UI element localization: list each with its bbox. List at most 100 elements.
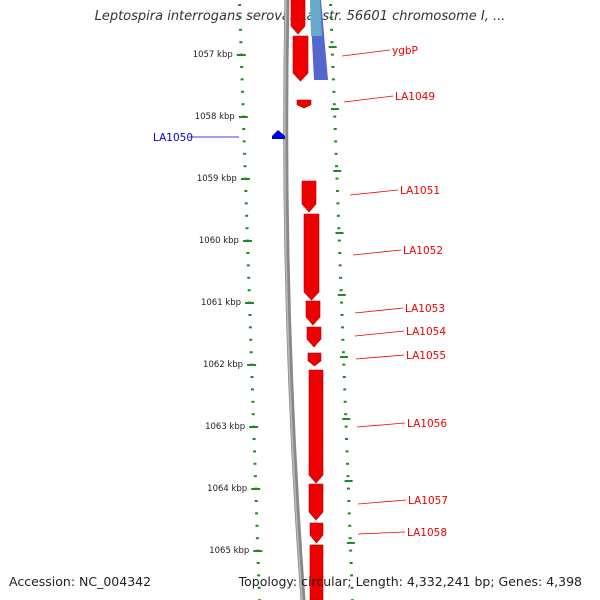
- minor-tick: [341, 338, 345, 341]
- gene-label[interactable]: ygbP: [392, 45, 418, 57]
- minor-tick: [238, 28, 242, 31]
- minor-tick: [244, 202, 248, 205]
- top-gene-gene-arrow[interactable]: [290, 0, 306, 35]
- minor-tick: [350, 574, 354, 577]
- top-overlays: [310, 0, 328, 80]
- minor-tick: [248, 314, 252, 316]
- minor-tick: [334, 140, 338, 143]
- minor-tick: [240, 78, 244, 81]
- topology-summary: Topology: circular; Length: 4,332,241 bp…: [238, 574, 582, 589]
- minor-tick: [251, 413, 255, 416]
- la1056-gene-arrow[interactable]: [308, 369, 324, 484]
- gene-label[interactable]: LA1050: [153, 132, 193, 144]
- minor-tick: [342, 376, 346, 378]
- minor-tick: [250, 388, 254, 391]
- minor-tick: [338, 252, 342, 254]
- minor-tick: [243, 165, 247, 168]
- overlay-band-teal: [310, 0, 322, 36]
- minor-tick: [335, 165, 339, 168]
- minor-tick: [333, 115, 337, 118]
- minor-tick: [343, 400, 347, 403]
- minor-tick: [255, 512, 259, 515]
- minor-tick: [239, 41, 243, 44]
- minor-tick: [340, 301, 344, 304]
- minor-tick: [331, 78, 335, 81]
- minor-tick: [246, 264, 250, 267]
- minor-tick: [241, 90, 245, 93]
- gene-label[interactable]: LA1052: [403, 245, 443, 257]
- minor-tick: [346, 487, 350, 490]
- la1054-gene-arrow[interactable]: [306, 326, 322, 348]
- scale-label: 1057 kbp: [193, 50, 233, 60]
- minor-tick: [335, 190, 339, 192]
- minor-tick: [241, 103, 245, 106]
- minor-tick: [339, 289, 343, 292]
- la1053-gene-arrow[interactable]: [305, 300, 321, 326]
- la1049-gene-arrow[interactable]: [296, 99, 312, 109]
- gene-leader-line: [341, 49, 391, 57]
- gene-label[interactable]: LA1053: [405, 303, 445, 315]
- la1052-gene-arrow[interactable]: [303, 213, 320, 301]
- minor-tick: [242, 128, 246, 130]
- ygbp-gene-arrow[interactable]: [292, 35, 309, 82]
- gene-label[interactable]: LA1057: [408, 495, 448, 507]
- minor-tick: [340, 314, 344, 316]
- minor-tick: [334, 152, 338, 155]
- minor-tick: [342, 363, 346, 366]
- minor-tick: [252, 438, 256, 440]
- minor-tick: [249, 351, 253, 354]
- minor-tick: [255, 537, 259, 540]
- minor-tick: [349, 549, 353, 552]
- minor-tick: [336, 202, 340, 205]
- major-tick: [247, 364, 257, 366]
- minor-tick: [340, 326, 344, 329]
- major-tick: [242, 240, 252, 242]
- gene-leader-line: [352, 249, 402, 256]
- gene-label[interactable]: LA1049: [395, 91, 435, 103]
- minor-tick: [345, 438, 349, 440]
- minor-tick: [348, 524, 352, 527]
- major-tick: [236, 54, 246, 56]
- gene-leader-line: [349, 189, 399, 196]
- major-tick: [335, 232, 344, 234]
- minor-tick: [339, 276, 343, 279]
- minor-tick: [238, 4, 242, 6]
- minor-tick: [240, 66, 244, 68]
- la1055-gene-arrow[interactable]: [307, 352, 322, 367]
- gene-labels[interactable]: ygbP LA1049 LA1050 LA1051 LA1052 LA1053 LA1054…: [153, 45, 448, 539]
- gene-label[interactable]: LA1055: [406, 350, 446, 362]
- scale-label: 1062 kbp: [203, 360, 243, 370]
- minor-tick: [346, 475, 350, 478]
- major-tick: [340, 356, 349, 358]
- outer-tick-track: [328, 4, 355, 600]
- major-tick: [249, 426, 259, 428]
- gene-label[interactable]: LA1051: [400, 185, 440, 197]
- accession-text: Accession: NC_004342: [9, 574, 152, 589]
- minor-tick: [333, 128, 337, 130]
- gene-leader-line: [343, 95, 394, 103]
- gene-leader-line: [356, 422, 406, 428]
- minor-tick: [347, 512, 351, 515]
- minor-tick: [253, 450, 257, 453]
- gene-leader-line: [357, 499, 407, 505]
- gene-label[interactable]: LA1054: [406, 326, 446, 338]
- la1058-gene-arrow[interactable]: [309, 522, 324, 544]
- la1050-gene-arrow[interactable]: [272, 130, 285, 139]
- next-gene-arrow[interactable]: [309, 544, 324, 600]
- scale-label: 1063 kbp: [205, 422, 245, 432]
- minor-tick: [247, 289, 251, 292]
- gene-leader-line: [354, 307, 404, 314]
- minor-tick: [238, 16, 242, 19]
- minor-tick: [335, 177, 339, 180]
- la1057-gene-arrow[interactable]: [308, 483, 324, 521]
- minor-tick: [248, 326, 252, 329]
- gene-label[interactable]: LA1056: [407, 418, 447, 430]
- la1051-gene-arrow[interactable]: [301, 180, 317, 213]
- minor-tick: [349, 562, 353, 564]
- gene-features[interactable]: [272, 0, 324, 600]
- gene-label[interactable]: LA1058: [407, 527, 447, 539]
- minor-tick: [251, 400, 255, 403]
- minor-tick: [329, 16, 333, 19]
- minor-tick: [330, 53, 334, 56]
